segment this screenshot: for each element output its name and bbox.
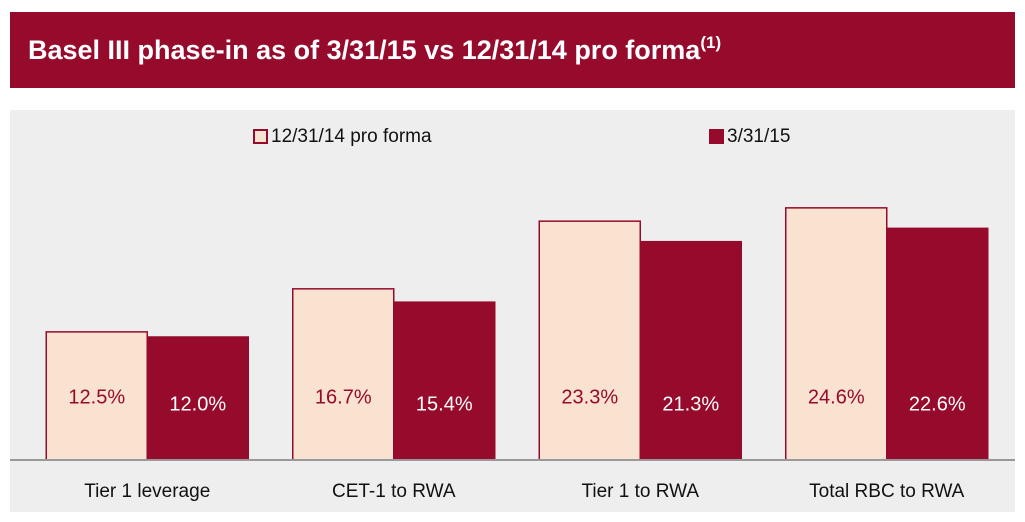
value-label: 24.6% [808,386,865,408]
title-banner [10,12,1015,88]
legend-swatch [709,129,724,144]
value-label: 15.4% [416,393,473,415]
title-note: (1) [700,33,721,52]
title-text: Basel III phase-in as of 3/31/15 vs 12/3… [28,35,701,65]
legend-label: 12/31/14 pro forma [271,126,432,147]
legend-swatch [253,129,268,144]
bar [639,240,742,461]
value-label: 23.3% [561,386,618,408]
bar [538,220,641,461]
value-label: 22.6% [909,393,966,415]
bar [146,336,249,461]
value-label: 21.3% [662,393,719,415]
value-label: 12.0% [169,393,226,415]
x-tick-label: Tier 1 leverage [84,481,210,502]
bar [393,301,496,461]
x-tick-label: CET-1 to RWA [332,481,456,502]
value-label: 12.5% [68,386,125,408]
bar [785,207,888,461]
x-tick-label: Tier 1 to RWA [581,481,699,502]
value-label: 16.7% [315,386,372,408]
x-tick-label: Total RBC to RWA [809,481,965,502]
legend-label: 3/31/15 [727,126,790,147]
bar [292,288,395,461]
chart-title: Basel III phase-in as of 3/31/15 vs 12/3… [28,33,721,65]
bar [886,227,989,461]
